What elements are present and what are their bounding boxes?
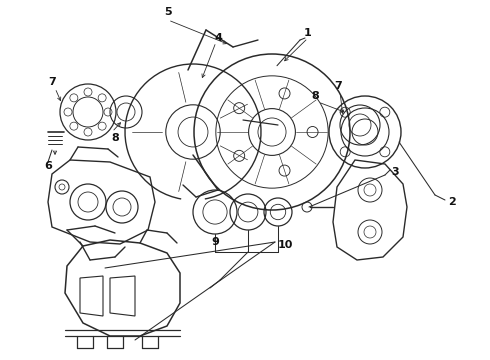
Text: 7: 7 xyxy=(48,77,56,87)
Text: 1: 1 xyxy=(304,28,312,38)
Text: 8: 8 xyxy=(111,133,119,143)
Text: 5: 5 xyxy=(164,7,172,17)
Text: 8: 8 xyxy=(311,91,319,101)
Text: 10: 10 xyxy=(277,240,293,250)
Text: 9: 9 xyxy=(211,237,219,247)
Text: 2: 2 xyxy=(448,197,456,207)
Text: 7: 7 xyxy=(334,81,342,91)
Text: 6: 6 xyxy=(44,161,52,171)
Text: 4: 4 xyxy=(214,33,222,43)
Text: 3: 3 xyxy=(391,167,399,177)
